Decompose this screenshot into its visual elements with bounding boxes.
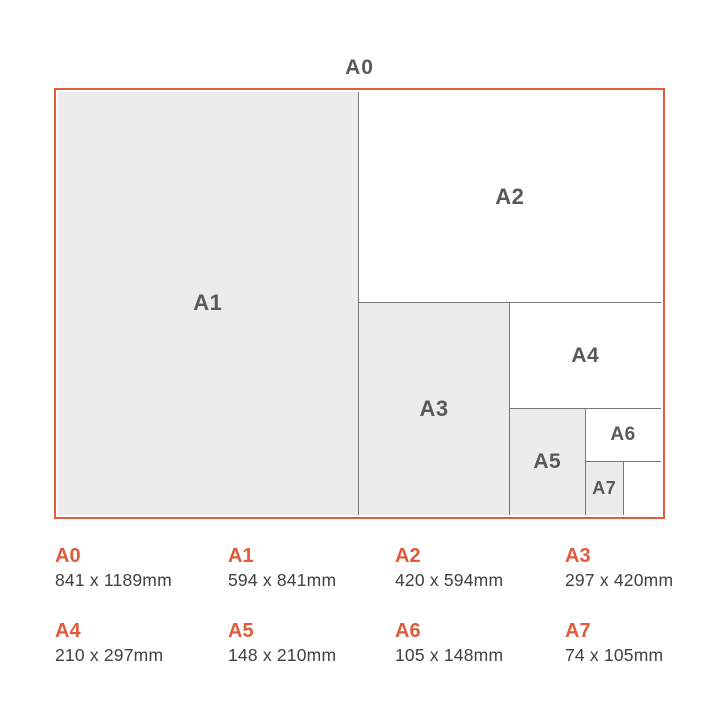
legend-size-dimensions: 841 x 1189mm xyxy=(55,570,172,590)
panel-a6-label: A6 xyxy=(610,424,636,445)
panel-a3: A3 xyxy=(359,303,510,515)
a0-sheet-outline: A1 A2 A3 A4 A5 A6 A7 xyxy=(54,88,665,519)
legend-size-dimensions: 297 x 420mm xyxy=(565,570,674,590)
legend-item-a0: A0 841 x 1189mm xyxy=(55,546,220,590)
legend-size-name: A4 xyxy=(55,620,81,642)
legend-size-dimensions: 74 x 105mm xyxy=(565,645,664,665)
panel-a7: A7 xyxy=(585,462,624,515)
legend-size-dimensions: 210 x 297mm xyxy=(55,645,164,665)
legend-size-dimensions: 148 x 210mm xyxy=(228,645,337,665)
panel-a1-label: A1 xyxy=(193,290,223,315)
panel-a5: A5 xyxy=(510,409,586,515)
legend-size-name: A5 xyxy=(228,620,254,642)
legend-item-a1: A1 594 x 841mm xyxy=(228,546,393,590)
legend-item-a2: A2 420 x 594mm xyxy=(395,546,560,590)
panel-a4-label: A4 xyxy=(571,343,600,367)
legend-item-a7: A7 74 x 105mm xyxy=(565,621,720,665)
legend-item-a6: A6 105 x 148mm xyxy=(395,621,560,665)
panel-a3-label: A3 xyxy=(419,395,449,421)
legend-item-a5: A5 148 x 210mm xyxy=(228,621,393,665)
legend-item-a3: A3 297 x 420mm xyxy=(565,546,720,590)
legend-item-a4: A4 210 x 297mm xyxy=(55,621,220,665)
legend-size-dimensions: 594 x 841mm xyxy=(228,570,337,590)
panel-a2-label: A2 xyxy=(495,183,525,209)
legend-size-dimensions: 420 x 594mm xyxy=(395,570,504,590)
legend-size-dimensions: 105 x 148mm xyxy=(395,645,504,665)
panel-a6: A6 xyxy=(585,409,661,462)
legend-size-name: A0 xyxy=(55,545,81,567)
legend-size-name: A7 xyxy=(565,620,591,642)
panel-a2: A2 xyxy=(359,92,661,303)
panel-a7-label: A7 xyxy=(592,477,617,498)
legend-size-name: A2 xyxy=(395,545,421,567)
legend-size-name: A1 xyxy=(228,545,254,567)
panel-a4: A4 xyxy=(510,303,661,409)
legend-size-name: A3 xyxy=(565,545,591,567)
a0-sheet-title: A0 xyxy=(345,56,374,79)
a0-sheet-inner: A1 A2 A3 A4 A5 A6 A7 xyxy=(57,91,662,516)
panel-a1: A1 xyxy=(57,91,359,515)
legend-size-name: A6 xyxy=(395,620,421,642)
panel-a5-label: A5 xyxy=(533,449,562,473)
